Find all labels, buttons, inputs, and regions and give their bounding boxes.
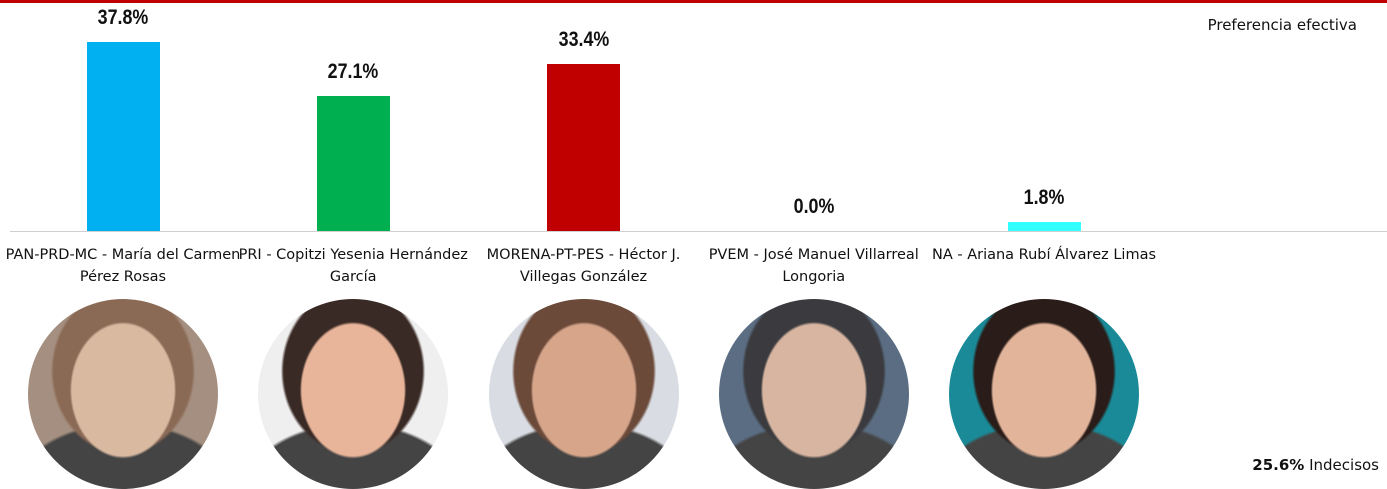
undecided-value: 25.6% — [1252, 456, 1305, 474]
value-label: 33.4% — [558, 28, 609, 51]
category-label: PRI - Copitzi Yesenia Hernández García — [238, 247, 468, 285]
value-label: 0.0% — [793, 195, 835, 218]
candidate-photo — [28, 299, 218, 489]
value-label: 27.1% — [327, 59, 379, 83]
bar — [547, 64, 620, 231]
bar — [316, 95, 390, 231]
candidate-photo — [488, 299, 679, 489]
category-label: PVEM - José Manuel Villarreal Longoria — [708, 247, 919, 285]
candidate-photo — [949, 299, 1139, 489]
category-label: MORENA-PT-PES - Héctor J. Villegas Gonzá… — [486, 247, 681, 285]
undecided-text: Indecisos — [1309, 456, 1379, 474]
candidate-photo — [718, 299, 909, 489]
top-rule — [0, 0, 1387, 3]
undecided: 25.6% Indecisos — [1252, 456, 1379, 474]
subtitle: Preferencia efectiva — [1207, 16, 1357, 34]
bar — [86, 42, 160, 231]
value-label: 37.8% — [97, 6, 149, 29]
value-label: 1.8% — [1023, 186, 1065, 209]
category-label: NA - Ariana Rubí Álvarez Limas — [931, 247, 1157, 263]
candidate-photo — [258, 299, 449, 489]
baseline — [10, 231, 1387, 232]
category-label: PAN-PRD-MC - María del Carmen Pérez Rosa… — [5, 247, 241, 285]
bar — [1007, 222, 1081, 231]
